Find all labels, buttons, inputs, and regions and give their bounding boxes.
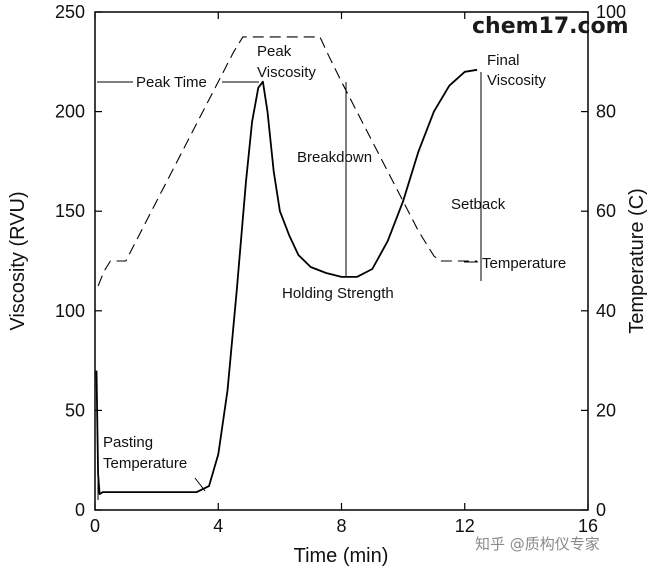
anno-holding-strength: Holding Strength — [282, 285, 394, 302]
y-tick-label-200: 200 — [55, 102, 85, 122]
anno-final-viscosity-line1: Final — [487, 52, 520, 69]
y2-axis-title: Temperature (C) — [626, 188, 648, 334]
x-axis-title: Time (min) — [294, 545, 389, 567]
y-tick-label-150: 150 — [55, 201, 85, 221]
anno-peak-viscosity-line2: Viscosity — [257, 64, 316, 81]
anno-final-viscosity: Final Viscosity — [487, 52, 546, 89]
anno-peak-viscosity-line1: Peak — [257, 43, 292, 60]
anno-pasting-temperature-line2: Temperature — [103, 455, 187, 472]
anno-setback: Setback — [451, 196, 506, 213]
anno-temperature: Temperature — [482, 255, 566, 272]
x-tick-label-16: 16 — [578, 516, 598, 536]
anno-breakdown: Breakdown — [297, 149, 372, 166]
anno-peak-time: Peak Time — [136, 74, 207, 91]
x-tick-label-8: 8 — [336, 516, 346, 536]
y2-tick-label-40: 40 — [596, 301, 616, 321]
anno-pasting-temperature: Pasting Temperature — [103, 434, 187, 472]
anno-pasting-temperature-line1: Pasting — [103, 434, 153, 451]
axis-ticks — [94, 11, 589, 511]
x-tick-label-4: 4 — [213, 516, 223, 536]
y-tick-label-100: 100 — [55, 301, 85, 321]
y2-tick-label-60: 60 — [596, 201, 616, 221]
watermark-site: chem17.com — [472, 14, 629, 39]
series-layer — [95, 36, 478, 495]
y-axis-title: Viscosity (RVU) — [7, 191, 29, 330]
y-tick-label-50: 50 — [65, 400, 85, 420]
y-tick-label-0: 0 — [75, 500, 85, 520]
temperature-series-line — [97, 36, 478, 287]
watermark-credit: 知乎 @质构仪专家 — [475, 535, 600, 553]
y2-tick-label-100: 100 — [596, 2, 626, 22]
anno-peak-viscosity: Peak Viscosity — [257, 43, 316, 81]
y2-tick-label-80: 80 — [596, 102, 616, 122]
x-tick-label-0: 0 — [90, 516, 100, 536]
x-tick-label-12: 12 — [455, 516, 475, 536]
viscosity-series-line — [95, 68, 478, 495]
anno-final-viscosity-line2: Viscosity — [487, 72, 546, 89]
y2-tick-label-20: 20 — [596, 400, 616, 420]
y2-tick-label-0: 0 — [596, 500, 606, 520]
y-tick-label-250: 250 — [55, 2, 85, 22]
